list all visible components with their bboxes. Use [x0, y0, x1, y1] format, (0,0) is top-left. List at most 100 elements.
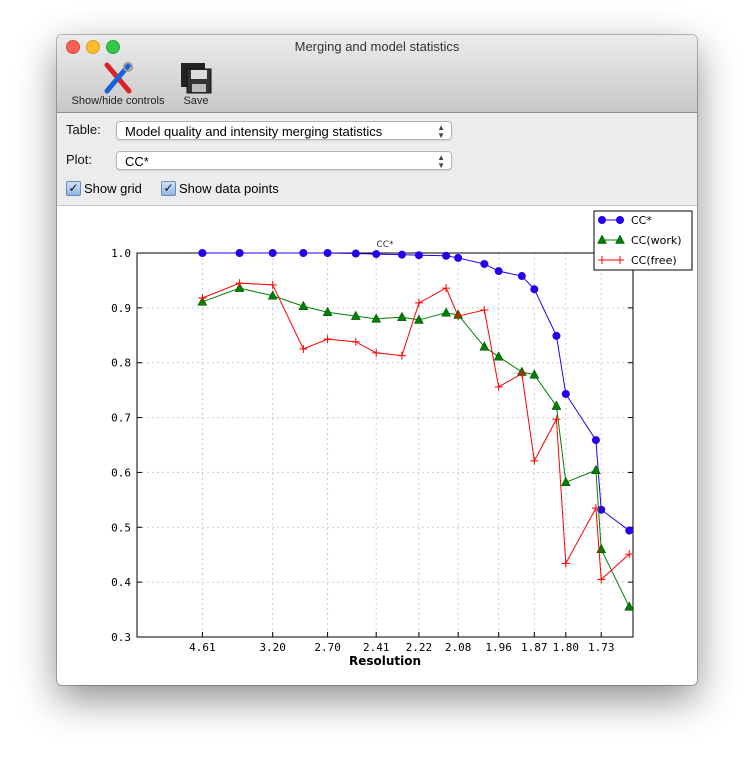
- data-point: [351, 249, 360, 258]
- select-arrows-icon: ▲ ▼: [437, 123, 445, 140]
- data-point: [597, 575, 606, 584]
- tools-icon: [104, 62, 133, 94]
- data-point: [198, 293, 207, 302]
- data-point: [517, 272, 526, 281]
- y-tick-label: 0.7: [111, 412, 131, 425]
- window-title: Merging and model statistics: [294, 39, 460, 54]
- y-tick-label: 0.6: [111, 466, 131, 479]
- data-point: [198, 249, 207, 257]
- legend-label: CC*: [631, 214, 652, 227]
- x-tick-label: 2.08: [445, 641, 472, 654]
- y-tick-label: 1.0: [111, 247, 131, 260]
- x-axis-label: Resolution: [349, 654, 421, 668]
- x-tick-label: 1.80: [553, 641, 580, 654]
- data-point: [414, 298, 423, 307]
- data-point: [596, 543, 607, 553]
- close-button[interactable]: [66, 40, 80, 54]
- checkbox-checked-icon: ✓: [66, 181, 81, 196]
- x-tick-label: 3.20: [259, 641, 286, 654]
- data-point: [397, 250, 406, 259]
- data-point: [561, 559, 570, 568]
- data-point: [322, 306, 333, 316]
- y-tick-label: 0.8: [111, 357, 131, 370]
- show-data-points-label: Show data points: [179, 181, 279, 196]
- x-tick-label: 2.41: [363, 641, 390, 654]
- data-point: [480, 259, 489, 268]
- data-point: [552, 331, 561, 340]
- data-point: [530, 285, 539, 294]
- legend-marker: [597, 234, 607, 244]
- select-arrows-icon: ▲ ▼: [437, 153, 445, 170]
- x-tick-label: 1.96: [485, 641, 512, 654]
- data-point: [372, 250, 381, 259]
- data-point: [371, 313, 382, 323]
- data-point: [494, 382, 503, 391]
- data-point: [625, 550, 634, 559]
- legend-marker: [616, 216, 624, 224]
- y-tick-label: 0.3: [111, 631, 131, 644]
- data-point: [441, 307, 452, 317]
- minimize-button[interactable]: [86, 40, 100, 54]
- y-tick-label: 0.5: [111, 521, 131, 534]
- show-data-points-checkbox[interactable]: ✓ Show data points: [161, 181, 279, 196]
- data-point: [268, 280, 277, 289]
- data-point: [235, 279, 244, 288]
- x-tick-label: 1.87: [521, 641, 548, 654]
- show-grid-checkbox[interactable]: ✓ Show grid: [66, 181, 142, 196]
- data-point: [413, 314, 424, 324]
- data-point: [552, 415, 561, 424]
- data-point: [517, 369, 526, 378]
- plot-frame: [136, 252, 634, 638]
- series-line-0: [202, 252, 630, 531]
- save-icon: [181, 63, 212, 94]
- y-tick-label: 0.9: [111, 302, 131, 315]
- legend-marker: [615, 234, 625, 244]
- data-point: [590, 464, 601, 474]
- x-tick-label: 2.70: [314, 641, 341, 654]
- data-point: [493, 351, 504, 361]
- data-point: [298, 300, 309, 310]
- plot-select-value: CC*: [125, 154, 149, 169]
- window: Merging and model statistics Show/hide c…: [57, 35, 697, 685]
- show-grid-label: Show grid: [84, 181, 142, 196]
- data-point: [479, 341, 490, 351]
- legend-label: CC(work): [631, 234, 682, 247]
- data-point: [234, 282, 245, 292]
- series-line-2: [202, 282, 630, 581]
- data-point: [442, 251, 451, 260]
- table-select-value: Model quality and intensity merging stat…: [125, 124, 383, 139]
- data-point: [529, 369, 540, 379]
- legend-marker: [598, 256, 606, 264]
- series-line-1: [202, 287, 630, 608]
- data-point: [591, 436, 600, 445]
- data-point: [414, 251, 423, 260]
- data-point: [551, 400, 562, 410]
- x-tick-label: 1.73: [588, 641, 615, 654]
- data-point: [397, 351, 406, 360]
- data-point: [351, 337, 360, 346]
- plot-select[interactable]: CC* ▲ ▼: [116, 151, 452, 170]
- data-point: [494, 267, 503, 276]
- zoom-button[interactable]: [106, 40, 120, 54]
- data-point: [442, 284, 451, 293]
- checkbox-checked-icon: ✓: [161, 181, 176, 196]
- data-point: [323, 335, 332, 344]
- table-label: Table:: [66, 122, 101, 137]
- data-point: [454, 253, 463, 262]
- data-point: [560, 476, 571, 487]
- data-point: [299, 249, 308, 257]
- data-point: [624, 601, 635, 611]
- x-tick-label: 4.61: [189, 641, 216, 654]
- show-hide-controls-button[interactable]: Show/hide controls: [65, 61, 171, 107]
- data-point: [235, 249, 244, 257]
- data-point: [591, 504, 600, 513]
- data-point: [561, 389, 570, 398]
- table-select[interactable]: Model quality and intensity merging stat…: [116, 121, 452, 140]
- show-hide-controls-label: Show/hide controls: [71, 95, 165, 107]
- save-label: Save: [183, 95, 209, 107]
- data-point: [323, 249, 332, 257]
- legend-marker: [598, 216, 606, 224]
- save-button[interactable]: Save: [177, 61, 215, 107]
- chart-title: CC*: [376, 240, 394, 250]
